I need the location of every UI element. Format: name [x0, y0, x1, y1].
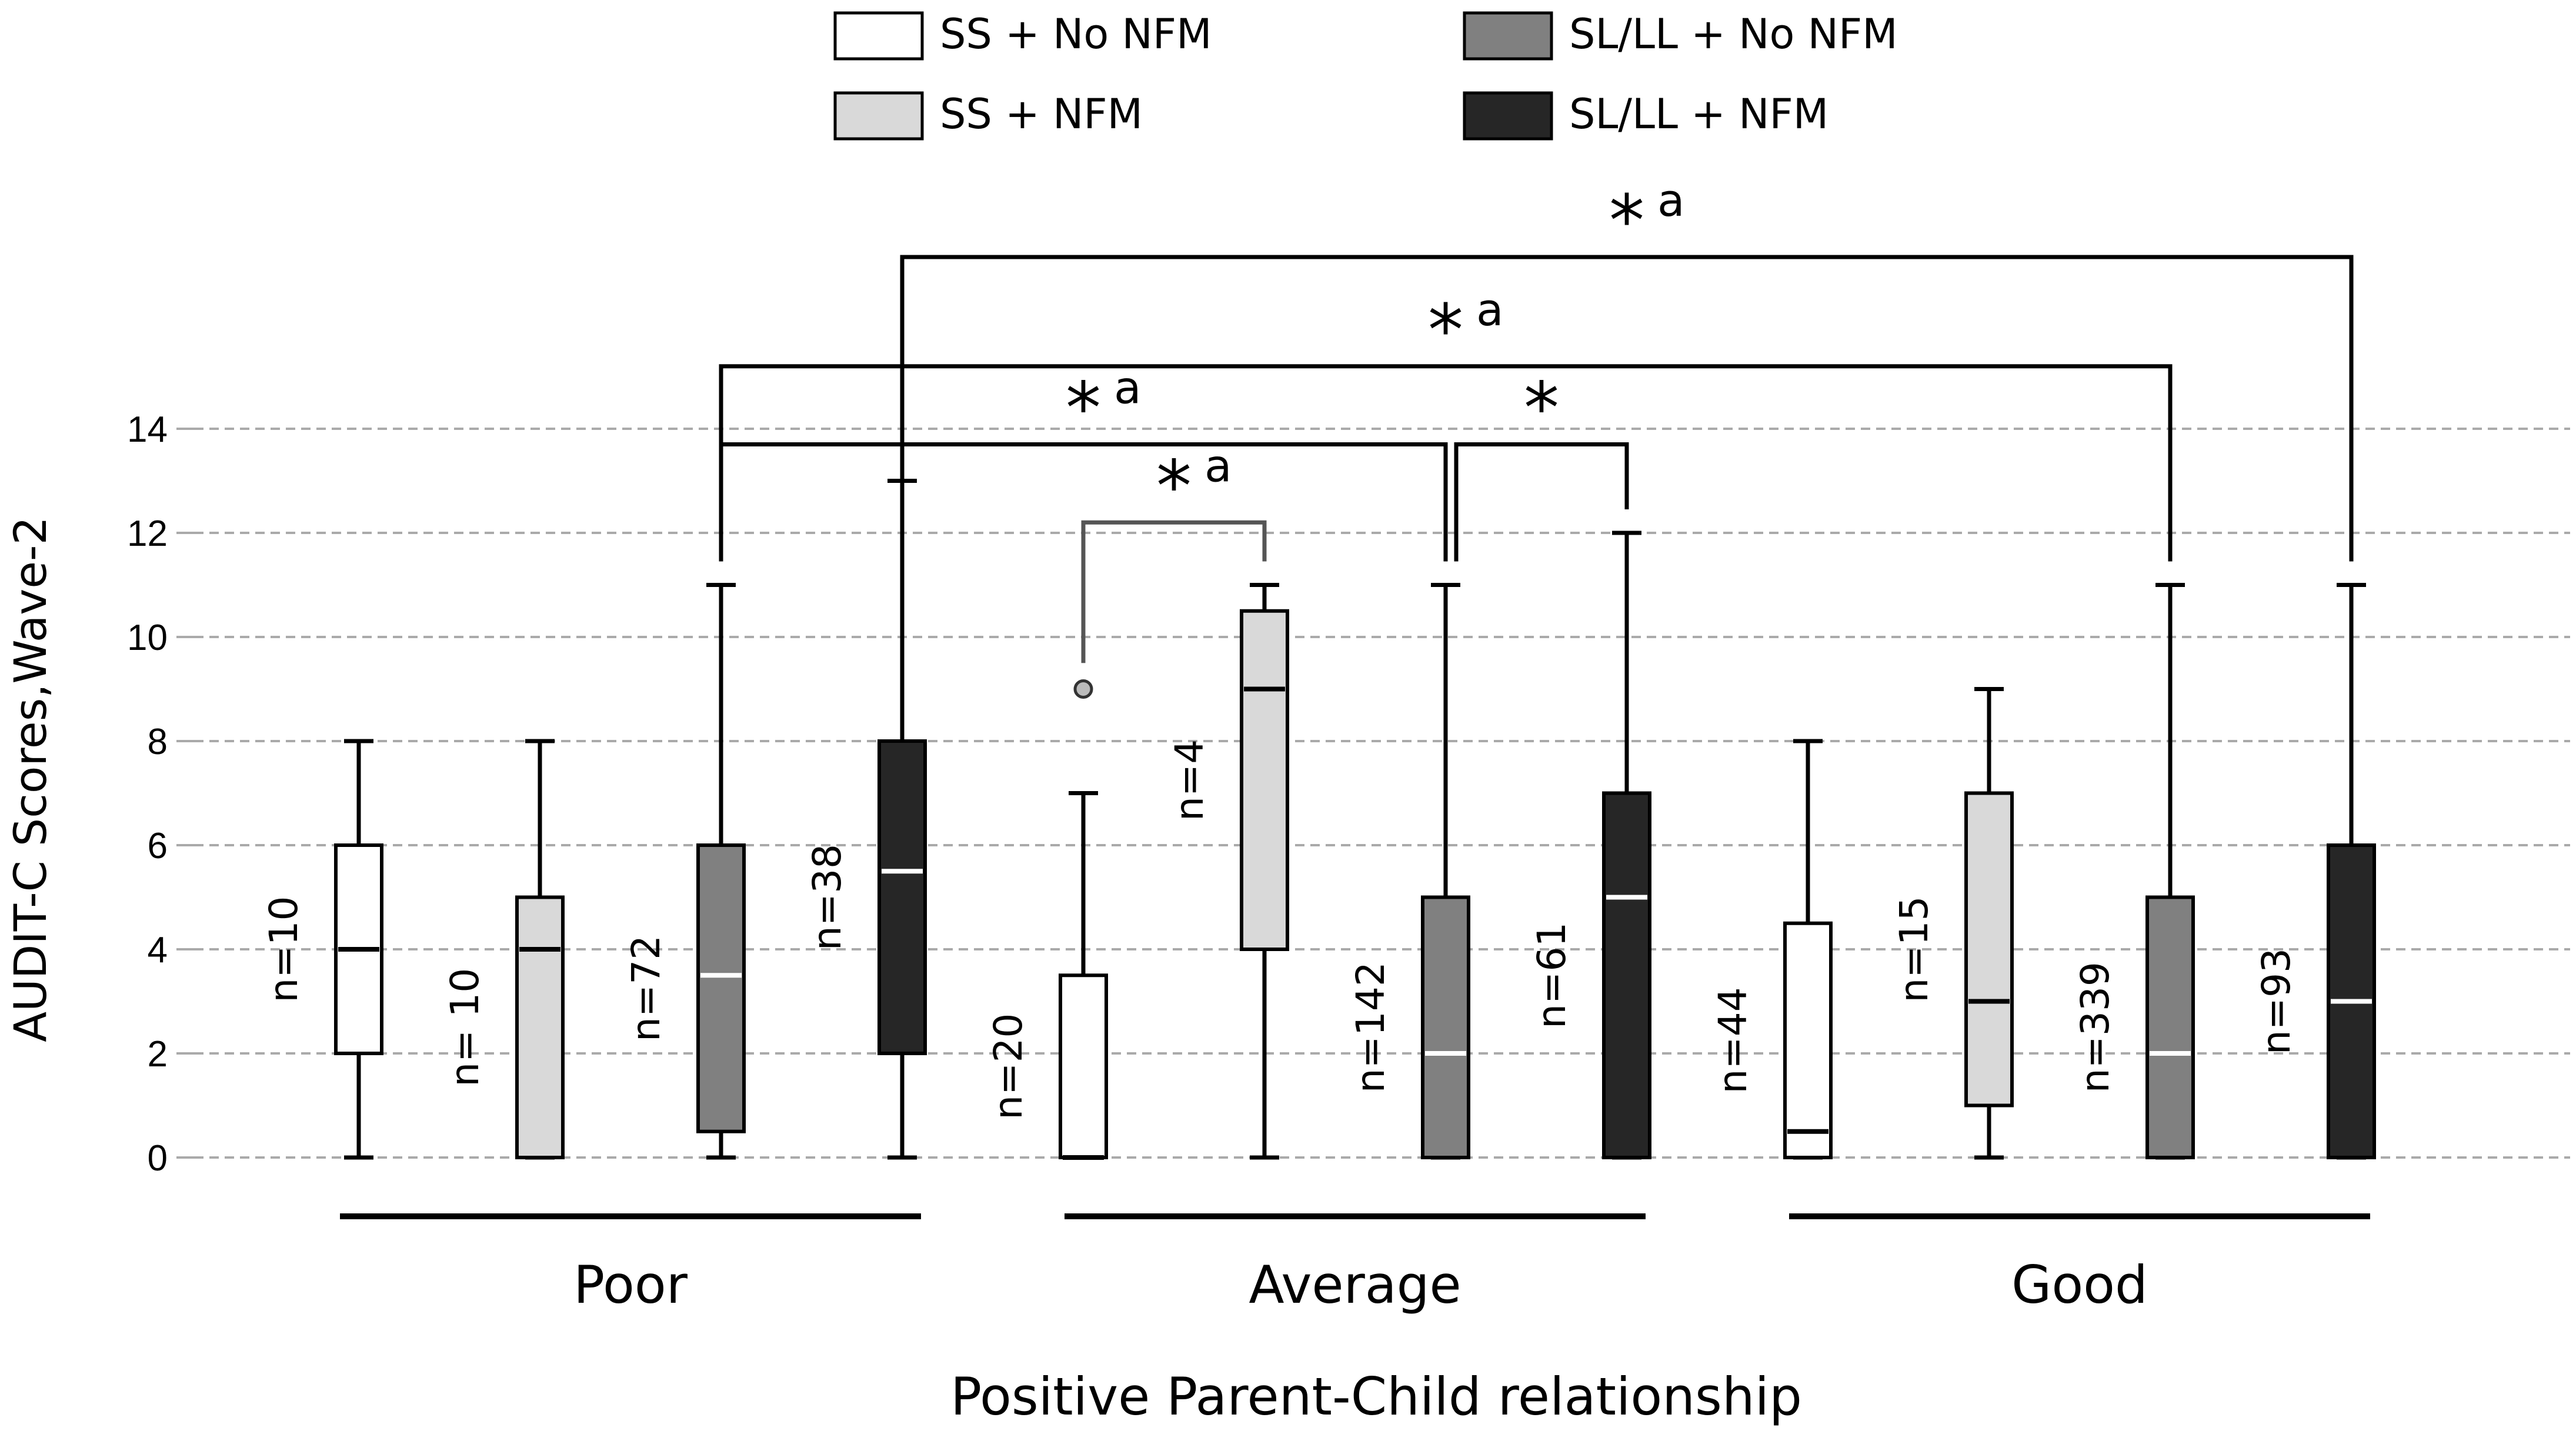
- box-body: [1964, 791, 2014, 1108]
- boxes: n=10 n= 10 n=72 n=38 n=20 n=4 n=142 n=61 n=44 n=1…: [261, 479, 2376, 1160]
- y-tick-label: 8: [148, 722, 168, 762]
- box-body: [1602, 791, 1651, 1159]
- legend-label: SL/LL + No NFM: [1569, 10, 1898, 58]
- legend-swatch: [1463, 11, 1553, 61]
- n-label: n=15: [1891, 896, 1937, 1002]
- significance-bracket: * a: [719, 283, 2173, 562]
- legend-item: SL/LL + NFM: [1463, 90, 1828, 141]
- group-label-average: Average: [1249, 1255, 1461, 1315]
- legend: SS + No NFM SS + NFM SL/LL + No NFM SL/LL +…: [833, 10, 1898, 141]
- significance-superscript: a: [1476, 283, 1504, 336]
- box-good-0: n=44: [1710, 739, 1833, 1160]
- box-body: [1059, 973, 1108, 1159]
- significance-bracket: * a: [1081, 439, 1267, 663]
- y-axis: 0 2 4 6 8 10 12 14: [127, 409, 194, 1179]
- significance-bracket: * a: [900, 174, 2354, 562]
- x-axis-label: Positive Parent-Child relationship: [950, 1366, 1802, 1427]
- box-good-3: n=93: [2254, 583, 2376, 1160]
- box-poor-3: n=38: [805, 479, 927, 1160]
- significance-star: *: [1066, 368, 1101, 450]
- box-poor-0: n=10: [261, 739, 383, 1160]
- legend-label: SS + NFM: [940, 90, 1143, 138]
- box-body: [515, 895, 565, 1159]
- y-tick-label: 0: [148, 1138, 168, 1179]
- n-label: n=44: [1710, 987, 1756, 1093]
- box-poor-2: n=72: [623, 583, 746, 1160]
- significance-star: *: [1609, 181, 1644, 262]
- box-body: [2145, 895, 2195, 1159]
- box-average-1: n=4: [1167, 583, 1289, 1160]
- bracket-line: [719, 364, 2173, 562]
- group-label-good: Good: [2011, 1255, 2148, 1315]
- significance-superscript: a: [1114, 362, 1142, 414]
- n-label: n=142: [1348, 962, 1393, 1093]
- n-label: n=61: [1529, 922, 1574, 1029]
- n-label: n=38: [805, 844, 850, 950]
- outlier-point: [1073, 679, 1093, 699]
- box-body: [1240, 609, 1289, 951]
- y-tick-label: 6: [148, 826, 168, 866]
- n-label: n= 10: [442, 968, 488, 1087]
- y-tick-label: 12: [127, 513, 168, 554]
- bracket-line: [1081, 520, 1267, 663]
- group-label-poor: Poor: [573, 1255, 688, 1315]
- significance-star: *: [1428, 290, 1463, 372]
- legend-item: SL/LL + No NFM: [1463, 10, 1898, 61]
- box-body: [877, 739, 927, 1055]
- y-tick-label: 10: [127, 618, 168, 658]
- bracket-line: [900, 255, 2354, 562]
- significance-star: *: [1156, 446, 1192, 528]
- n-label: n=10: [261, 896, 306, 1002]
- significance-superscript: a: [1657, 174, 1685, 226]
- legend-item: SS + No NFM: [833, 10, 1212, 61]
- box-poor-1: n= 10: [442, 739, 565, 1160]
- box-average-2: n=142: [1348, 583, 1470, 1160]
- n-label: n=20: [986, 1013, 1031, 1120]
- box-body: [696, 843, 746, 1133]
- n-label: n=4: [1167, 739, 1212, 821]
- n-label: n=72: [623, 935, 669, 1042]
- significance-star: *: [1524, 368, 1559, 450]
- box-body: [1421, 895, 1470, 1159]
- legend-label: SS + No NFM: [940, 10, 1212, 58]
- significance-superscript: a: [1204, 439, 1232, 492]
- legend-swatch: [833, 91, 924, 141]
- n-label: n=339: [2073, 962, 2118, 1093]
- box-body: [1783, 921, 1833, 1159]
- legend-swatch: [1463, 91, 1553, 141]
- legend-item: SS + NFM: [833, 90, 1143, 141]
- box-good-2: n=339: [2073, 583, 2195, 1160]
- box-average-0: n=20: [986, 679, 1108, 1160]
- box-average-3: n=61: [1529, 531, 1651, 1160]
- legend-label: SL/LL + NFM: [1569, 90, 1828, 138]
- significance-bracket: *: [1454, 368, 1629, 562]
- significance-brackets: * a* a ** a* a: [719, 174, 2354, 663]
- bracket-line: [1454, 442, 1629, 562]
- legend-swatch: [833, 11, 924, 61]
- y-tick-label: 2: [148, 1034, 168, 1075]
- n-label: n=93: [2254, 948, 2299, 1055]
- box-good-1: n=15: [1891, 687, 2014, 1160]
- y-axis-label: AUDIT-C Scores,Wave-2: [4, 516, 56, 1042]
- y-tick-label: 4: [148, 930, 168, 970]
- x-axis-groups: Poor Average Good: [340, 1213, 2370, 1315]
- y-tick-label: 14: [127, 409, 168, 450]
